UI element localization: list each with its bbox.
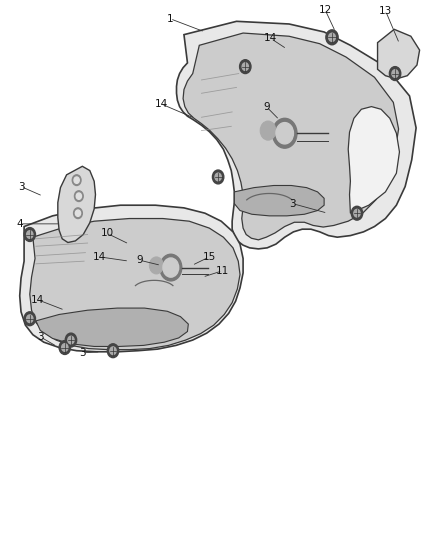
Circle shape [27, 231, 33, 238]
Polygon shape [58, 166, 95, 243]
Polygon shape [183, 33, 399, 240]
Circle shape [65, 333, 77, 347]
Text: 14: 14 [31, 295, 44, 304]
Text: 14: 14 [155, 99, 168, 109]
Circle shape [24, 228, 35, 241]
Circle shape [215, 173, 221, 181]
Text: 13: 13 [379, 6, 392, 15]
Text: 3: 3 [18, 182, 25, 191]
Circle shape [72, 175, 81, 185]
Polygon shape [177, 21, 416, 249]
Circle shape [276, 123, 293, 144]
Text: 1: 1 [166, 14, 173, 23]
Circle shape [389, 67, 401, 80]
Circle shape [110, 347, 116, 354]
Text: 11: 11 [216, 266, 229, 276]
Circle shape [24, 312, 35, 326]
Circle shape [326, 30, 338, 45]
Circle shape [328, 33, 336, 42]
Circle shape [354, 209, 360, 217]
Text: 3: 3 [79, 348, 86, 358]
Polygon shape [234, 185, 324, 216]
Circle shape [351, 206, 363, 220]
Circle shape [74, 177, 79, 183]
Text: 4: 4 [16, 219, 23, 229]
Circle shape [27, 315, 33, 322]
Circle shape [392, 70, 398, 77]
Circle shape [272, 118, 297, 148]
Circle shape [212, 170, 224, 184]
Circle shape [107, 344, 119, 358]
Circle shape [163, 258, 179, 277]
Polygon shape [36, 308, 188, 346]
Circle shape [59, 341, 71, 354]
Text: 14: 14 [93, 252, 106, 262]
Circle shape [74, 208, 82, 219]
Circle shape [260, 121, 276, 140]
Text: 9: 9 [136, 255, 143, 265]
Polygon shape [20, 205, 243, 352]
Text: 10: 10 [101, 229, 114, 238]
Circle shape [240, 60, 251, 74]
Polygon shape [348, 107, 399, 213]
Text: 15: 15 [203, 252, 216, 262]
Text: 12: 12 [318, 5, 332, 14]
Polygon shape [378, 29, 420, 79]
Polygon shape [30, 219, 240, 350]
Circle shape [75, 210, 81, 216]
Circle shape [76, 193, 81, 199]
Text: 9: 9 [263, 102, 270, 111]
Text: 14: 14 [264, 34, 277, 43]
Circle shape [160, 254, 182, 281]
Circle shape [74, 191, 83, 201]
Text: 3: 3 [37, 332, 44, 342]
Circle shape [68, 336, 74, 344]
Circle shape [242, 63, 248, 70]
Circle shape [149, 257, 163, 274]
Circle shape [62, 344, 68, 351]
Text: 3: 3 [289, 199, 296, 208]
